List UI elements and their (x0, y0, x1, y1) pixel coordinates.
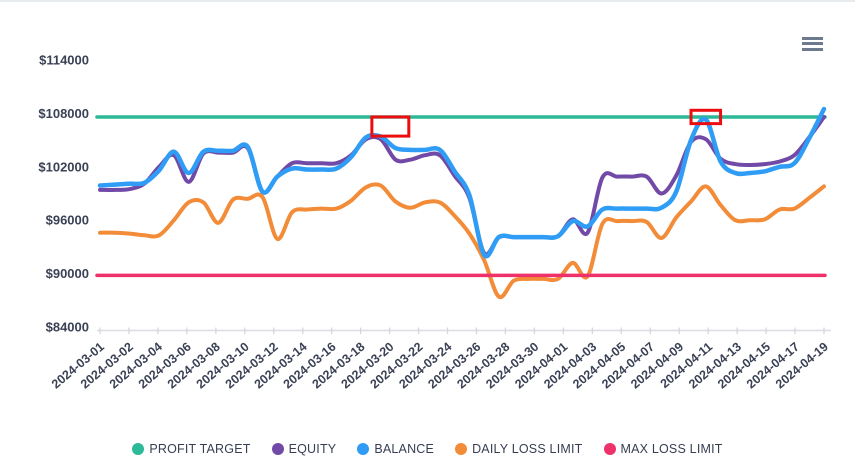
legend-dot-equity-icon (271, 443, 284, 455)
y-axis-tick-label: $114000 (39, 53, 89, 68)
y-axis-tick-label: $102000 (38, 159, 89, 174)
series-balance (97, 106, 827, 259)
legend-item-max-loss-limit[interactable]: MAX LOSS LIMIT (603, 442, 723, 456)
legend-label: DAILY LOSS LIMIT (472, 442, 583, 456)
menu-icon-bar (802, 47, 823, 51)
legend-dot-daily-loss-limit-icon (455, 443, 468, 455)
series-daily-loss-limit (98, 182, 826, 300)
legend-item-equity[interactable]: EQUITY (271, 442, 337, 456)
legend-label: PROFIT TARGET (149, 442, 251, 456)
legend-label: MAX LOSS LIMIT (620, 442, 723, 456)
legend-item-daily-loss-limit[interactable]: DAILY LOSS LIMIT (455, 442, 582, 456)
annotation-box (370, 115, 411, 138)
y-axis-tick-label: $84000 (46, 320, 89, 335)
series-equity (98, 115, 826, 257)
legend-item-profit-target[interactable]: PROFIT TARGET (132, 442, 250, 456)
annotation-box (689, 108, 723, 126)
menu-icon-bar (802, 42, 823, 45)
y-axis-tick-label: $90000 (46, 266, 89, 281)
legend-dot-max-loss-limit-icon (603, 443, 616, 455)
y-axis-tick-label: $108000 (38, 106, 89, 121)
legend-label: EQUITY (288, 442, 337, 456)
legend-label: BALANCE (374, 442, 435, 456)
legend-dot-balance-icon (357, 443, 370, 455)
line-chart: 2024-03-012024-03-022024-03-042024-03-06… (38, 53, 831, 391)
menu-icon[interactable] (800, 33, 826, 53)
menu-icon-bar (802, 36, 823, 40)
legend-dot-profit-target-icon (132, 443, 145, 455)
chart-legend: PROFIT TARGET EQUITY BALANCE DAILY LOSS … (0, 442, 855, 456)
y-axis-tick-label: $96000 (46, 213, 89, 228)
legend-item-balance[interactable]: BALANCE (357, 442, 434, 456)
